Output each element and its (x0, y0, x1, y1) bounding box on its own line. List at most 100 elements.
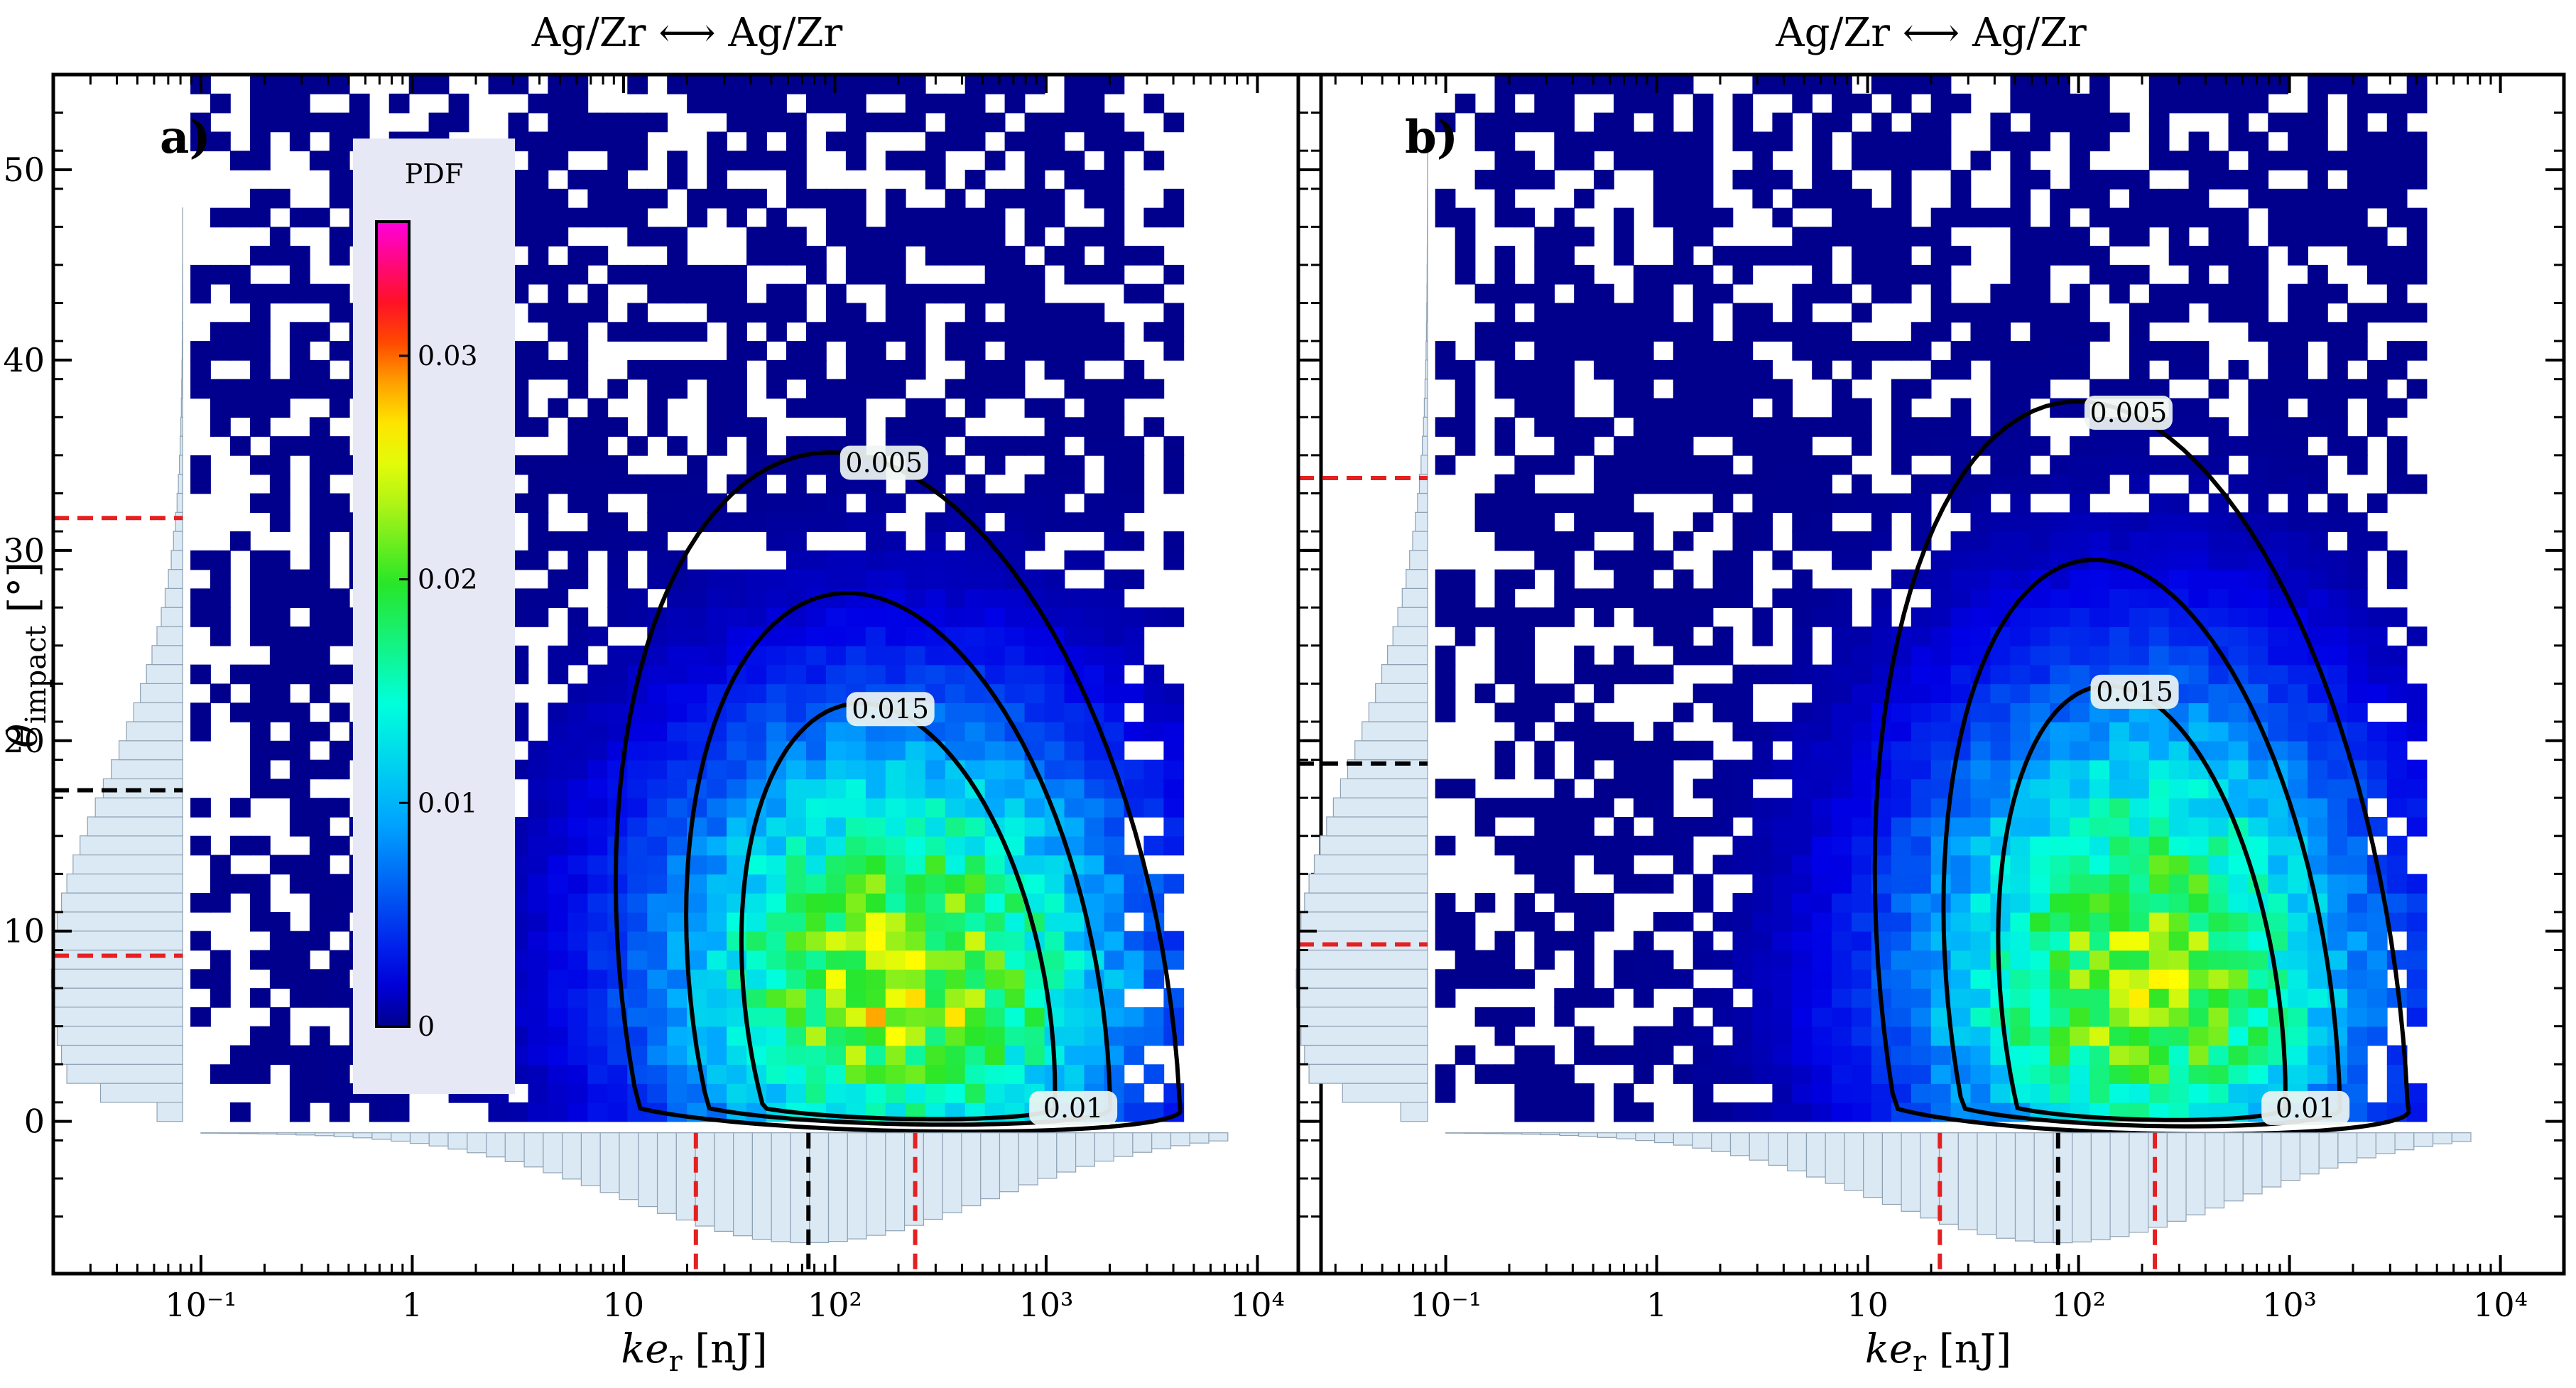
heatmap-cell (250, 988, 271, 1008)
heatmap-cell (1064, 474, 1085, 494)
heatmap-cell (707, 855, 727, 875)
heatmap-cell (746, 75, 767, 94)
heatmap-cell (2010, 283, 2031, 304)
heatmap-cell (1534, 359, 1555, 380)
heatmap-cell (548, 322, 569, 342)
heatmap-cell (2148, 931, 2170, 951)
heatmap-cell (964, 874, 986, 894)
heatmap-cell (329, 798, 350, 818)
heatmap-cell (1534, 341, 1555, 361)
heatmap-cell (2386, 683, 2408, 703)
heatmap-cell (2168, 359, 2190, 380)
heatmap-cell (1594, 359, 1614, 380)
heatmap-cell (1653, 170, 1674, 190)
heatmap-cell (1653, 283, 1674, 304)
theta-hist-bar (1381, 663, 1428, 684)
heatmap-cell (687, 703, 707, 722)
heatmap-cell (1792, 436, 1813, 456)
heatmap-cell (2308, 379, 2328, 399)
heatmap-cell (1832, 379, 1852, 399)
heatmap-cell (2208, 950, 2229, 970)
heatmap-cell (1534, 740, 1555, 761)
heatmap-cell (2010, 550, 2031, 570)
heatmap-cell (1044, 417, 1065, 437)
heatmap-cell (2129, 607, 2150, 627)
heatmap-cell (210, 969, 231, 989)
heatmap-cell (945, 227, 966, 246)
heatmap-cell (448, 112, 469, 133)
heatmap-cell (2109, 1083, 2130, 1103)
heatmap-cell (1673, 207, 1694, 228)
heatmap-cell (1871, 512, 1892, 532)
heatmap-cell (806, 455, 827, 475)
heatmap-cell (845, 341, 866, 361)
heatmap-cell (1435, 359, 1456, 380)
heatmap-cell (2288, 436, 2308, 456)
heatmap-cell (1494, 627, 1516, 646)
heatmap-cell (1852, 227, 1872, 246)
heatmap-cell (1792, 1064, 1813, 1084)
heatmap-cell (806, 1083, 827, 1103)
heatmap-cell (2288, 569, 2308, 590)
heatmap-cell (2010, 1007, 2031, 1027)
heatmap-cell (1594, 1045, 1614, 1066)
heatmap-cell (2109, 1064, 2130, 1084)
heatmap-cell (1574, 817, 1594, 837)
heatmap-cell (1104, 264, 1125, 285)
heatmap-cell (727, 569, 747, 590)
heatmap-cell (2347, 893, 2368, 913)
heatmap-cell (1594, 75, 1614, 94)
heatmap-cell (1653, 359, 1674, 380)
heatmap-cell (1772, 759, 1793, 780)
heatmap-cell (2406, 207, 2428, 228)
heatmap-cell (289, 359, 310, 380)
heatmap-cell (587, 969, 609, 989)
heatmap-cell (269, 931, 290, 951)
heatmap-cell (1594, 131, 1614, 151)
heatmap-cell (627, 531, 648, 551)
heatmap-cell (250, 627, 271, 646)
heatmap-cell (825, 398, 847, 418)
heatmap-cell (2188, 207, 2210, 228)
heatmap-cell (2129, 722, 2150, 742)
heatmap-cell (1930, 607, 1952, 627)
heatmap-cell (2208, 855, 2229, 875)
heatmap-cell (1832, 664, 1852, 685)
heatmap-cell (1891, 75, 1912, 94)
heatmap-cell (1673, 588, 1694, 608)
heatmap-cell (2188, 550, 2210, 570)
heatmap-cell (528, 817, 549, 837)
heatmap-cell (1594, 112, 1614, 133)
heatmap-cell (905, 112, 926, 133)
heatmap-cell (2188, 474, 2210, 494)
heatmap-cell (647, 474, 668, 494)
heatmap-cell (2148, 950, 2170, 970)
heatmap-cell (1930, 1045, 1952, 1066)
heatmap-cell (825, 931, 847, 951)
heatmap-cell (587, 112, 609, 133)
heatmap-cell (865, 740, 886, 761)
heatmap-cell (2228, 131, 2249, 151)
heatmap-cell (905, 303, 926, 323)
heatmap-cell (210, 988, 231, 1008)
heatmap-cell (945, 93, 966, 114)
heatmap-cell (548, 703, 569, 722)
heatmap-cell (766, 512, 787, 532)
theta-hist-bar (1426, 283, 1428, 304)
theta-hist-bar (1423, 416, 1428, 437)
heatmap-cell (2070, 893, 2090, 913)
heatmap-cell (548, 722, 569, 742)
heatmap-cell (2248, 569, 2269, 590)
heatmap-cell (2089, 264, 2110, 285)
heatmap-cell (2050, 1045, 2070, 1066)
heatmap-cell (885, 264, 906, 285)
heatmap-cell (1852, 855, 1872, 875)
heatmap-cell (2327, 911, 2348, 932)
heatmap-cell (1891, 417, 1912, 437)
heatmap-cell (766, 207, 787, 228)
heatmap-cell (2327, 341, 2348, 361)
heatmap-cell (1673, 627, 1694, 646)
heatmap-cell (2148, 911, 2170, 932)
heatmap-cell (1594, 322, 1614, 342)
theta-hist-bar (180, 416, 183, 437)
